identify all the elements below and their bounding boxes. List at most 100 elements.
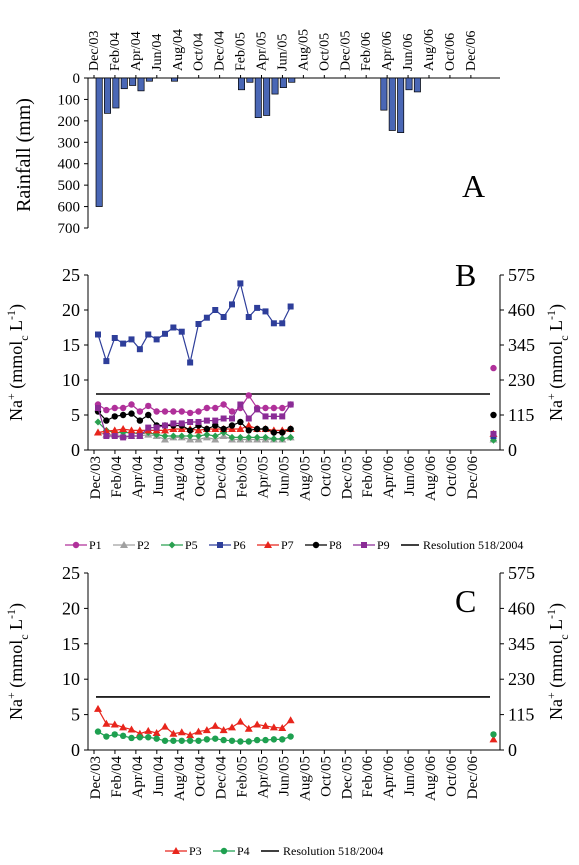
y2-tick-label: 230 — [508, 669, 535, 689]
x-tick-label: Feb/05 — [234, 32, 249, 71]
y-tick-label: 25 — [62, 265, 80, 285]
point-p4 — [111, 731, 118, 738]
y2-tick-label: 345 — [508, 634, 535, 654]
rain-bar — [254, 77, 262, 118]
rain-bar — [388, 77, 396, 131]
legend-label-p5: P5 — [185, 538, 198, 552]
ylabel-left: Na+ (mmolc L-1) — [4, 603, 31, 720]
legend-label-resolution: Resolution 518/2004 — [283, 844, 383, 858]
point-p1 — [145, 402, 152, 410]
point-p6 — [103, 358, 110, 365]
point-p3 — [186, 731, 195, 739]
point-p9 — [145, 424, 152, 431]
point-p9 — [254, 406, 261, 413]
point-p4 — [212, 735, 219, 742]
point-p7 — [110, 426, 119, 434]
point-p3 — [253, 720, 262, 728]
legend-label-resolution: Resolution 518/2004 — [423, 538, 523, 552]
rain-bar — [120, 77, 128, 90]
point-p5 — [262, 433, 269, 441]
legend-label-p8: P8 — [329, 538, 342, 552]
rain-bar — [279, 77, 287, 88]
rain-bar — [380, 77, 388, 111]
x-tick-label: Jun/06 — [402, 456, 418, 497]
point-p6 — [279, 320, 286, 327]
point-p1 — [103, 406, 110, 414]
point-p6 — [254, 304, 261, 311]
point-p3 — [219, 726, 228, 734]
rain-bar — [104, 77, 112, 114]
x-tick-label: Aug/05 — [297, 756, 313, 801]
point-p6 — [237, 280, 244, 287]
point-p7 — [244, 421, 253, 429]
point-p9 — [245, 415, 252, 422]
point-p8 — [220, 425, 227, 433]
point-p3 — [244, 724, 253, 732]
legend-panel-b: P1 P2 P5 P6 P7 P8 P9 Resolution 518/2004 — [65, 538, 523, 552]
x-tick-label: Aug/05 — [297, 456, 313, 501]
point-p8 — [262, 425, 269, 433]
y2-tick-label: 230 — [508, 370, 535, 390]
point-p3 — [269, 723, 278, 731]
point-p4 — [186, 737, 194, 744]
point-p3-dec06 — [489, 735, 498, 743]
legend-marker-p9 — [361, 542, 367, 548]
point-p5 — [253, 433, 261, 441]
point-p8 — [287, 425, 294, 433]
x-tick-label: Feb/04 — [108, 32, 123, 71]
point-p1 — [270, 404, 278, 412]
point-p7 — [135, 426, 144, 434]
x-tick-label: Aug/06 — [423, 456, 439, 502]
point-p3 — [119, 723, 128, 731]
point-p5 — [94, 418, 102, 426]
point-p9 — [287, 401, 294, 408]
point-p6 — [212, 307, 219, 313]
legend-label-p7: P7 — [281, 538, 294, 552]
y-tick-label: 5 — [71, 405, 80, 425]
x-tick-label: Dec/05 — [339, 456, 355, 499]
x-tick-label: Dec/06 — [465, 756, 481, 800]
point-p9 — [103, 433, 110, 439]
point-p4 — [228, 737, 236, 744]
point-p5 — [186, 432, 194, 440]
point-p4 — [262, 736, 269, 744]
point-p9 — [153, 424, 160, 431]
x-tick-label: Apr/05 — [255, 31, 270, 71]
point-p8 — [119, 411, 127, 419]
x-tick-label: Oct/05 — [318, 756, 334, 797]
point-p9 — [170, 420, 177, 427]
point-p9 — [212, 417, 219, 424]
x-tick-label: Apr/06 — [381, 456, 397, 499]
y-tick-label: 400 — [58, 157, 81, 173]
ylabel-left: Na+ (mmolc L-1) — [4, 304, 31, 421]
y2-tick-label: 575 — [508, 563, 535, 583]
x-tick-label: Oct/04 — [193, 756, 209, 797]
point-p1 — [212, 404, 219, 412]
rain-bar — [288, 77, 296, 83]
y-tick-label: 15 — [62, 335, 80, 355]
x-tick-label: Feb/06 — [359, 32, 374, 71]
point-p1 — [195, 408, 202, 415]
point-p4 — [287, 733, 294, 740]
y-tick-label: 700 — [58, 221, 81, 237]
ylabel-right: Na+ (mmolc L-1) — [544, 603, 571, 720]
point-p9 — [162, 422, 168, 429]
x-tick-label: Jun/04 — [151, 456, 167, 497]
point-p1 — [203, 404, 211, 412]
y-tick-label: 20 — [62, 598, 80, 618]
x-tick-label: Apr/06 — [381, 756, 397, 799]
point-p3 — [94, 704, 102, 712]
x-tick-label: Feb/05 — [235, 456, 251, 498]
legend-marker-p5 — [168, 541, 176, 549]
x-tick-label: Apr/06 — [380, 31, 395, 71]
rain-bar — [397, 77, 405, 133]
point-p9 — [262, 413, 269, 420]
point-p8-dec06 — [490, 411, 497, 419]
legend-marker-p8 — [312, 541, 320, 549]
rain-bar — [95, 77, 103, 207]
point-p9 — [229, 415, 235, 422]
point-p3 — [228, 723, 236, 731]
point-p4 — [103, 733, 110, 740]
x-tick-label: Apr/04 — [130, 456, 146, 499]
x-tick-label: Jun/06 — [401, 34, 416, 71]
